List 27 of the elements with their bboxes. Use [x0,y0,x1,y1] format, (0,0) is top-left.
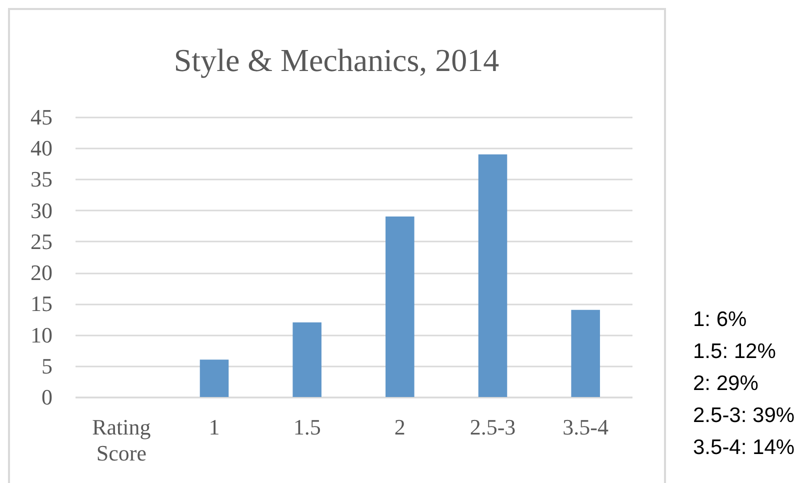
x-tick-label: 3.5-4 [562,414,608,440]
y-tick-label: 45 [30,104,52,130]
y-tick-label: 25 [30,228,52,254]
y-tick-label: 10 [30,322,52,348]
text: 3.5-4: 14% [693,435,795,461]
x-tick-label: 1.5 [293,414,321,440]
text: 1: 6% [693,307,748,333]
x-tick-label: 2 [394,414,406,440]
y-tick-label: 5 [42,353,52,378]
y-tick-label: 15 [30,291,52,316]
bar [386,216,414,397]
bar [200,360,229,397]
x-tick-label: Rating Score [92,414,151,466]
y-tick-label: 40 [30,136,52,161]
text: 2: 29% [693,371,760,397]
chart-title: Style & Mechanics, 2014 [174,42,500,78]
text: 2.5-3: 39% [693,403,795,429]
text: 1.5: 12% [693,339,777,365]
x-tick-label: 2.5-3 [470,414,516,440]
x-tick-label: 1 [208,414,220,440]
y-tick-label: 35 [30,166,52,192]
bar [292,322,322,397]
y-tick-label: 20 [30,260,52,286]
bar [571,310,600,397]
bar [478,154,508,397]
y-tick-label: 30 [30,198,52,223]
y-tick-label: 0 [42,384,52,410]
